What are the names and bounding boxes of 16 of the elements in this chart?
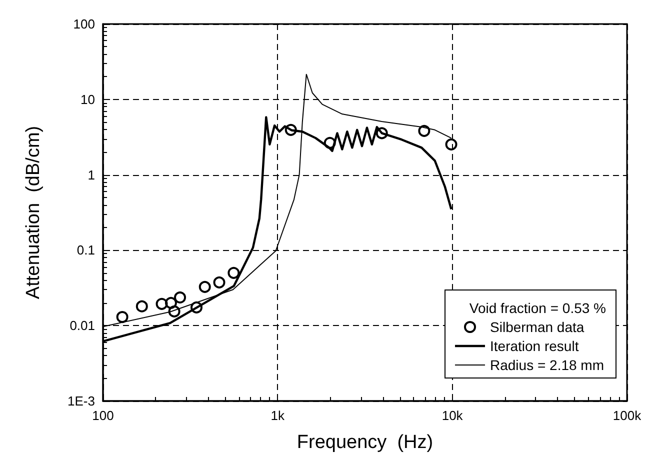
legend-title: Void fraction = 0.53 % xyxy=(469,300,606,316)
y-tick-label: 0.01 xyxy=(70,318,95,334)
y-tick-label: 100 xyxy=(73,16,95,32)
x-tick-label: 10k xyxy=(442,408,464,423)
x-tick-label: 100 xyxy=(92,408,114,423)
legend-label: Silberman data xyxy=(490,319,584,335)
y-axis-title: Attenuation (dB/cm) xyxy=(23,126,44,300)
x-tick-label: 1k xyxy=(270,408,286,423)
x-axis-title: Frequency (Hz) xyxy=(296,432,434,453)
y-tick-label: 1 xyxy=(88,167,95,182)
x-tick-label: 100k xyxy=(612,408,642,423)
y-tick-label: 1E-3 xyxy=(68,394,95,408)
y-tick-label: 10 xyxy=(80,92,95,107)
legend-label: Radius = 2.18 mm xyxy=(490,357,604,373)
y-tick-label: 0.1 xyxy=(76,242,95,258)
legend-label: Iteration result xyxy=(490,338,579,354)
